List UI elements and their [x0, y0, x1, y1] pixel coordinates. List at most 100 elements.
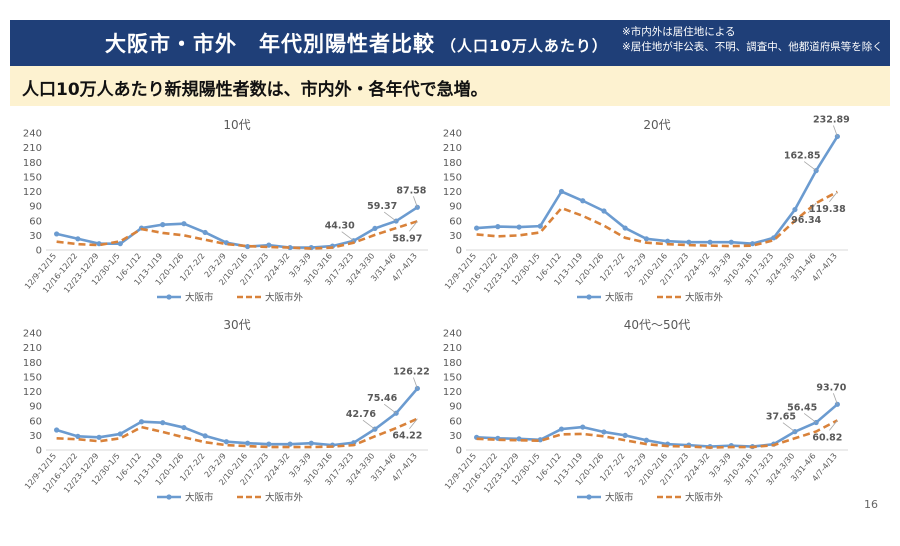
chart-title: 20代 [643, 118, 670, 132]
y-tick-label: 210 [443, 143, 462, 154]
data-label-leader [413, 196, 418, 208]
chart-title: 30代 [223, 318, 250, 332]
y-tick-label: 150 [443, 172, 462, 183]
y-tick-label: 0 [36, 246, 42, 257]
series-line-city [476, 135, 839, 245]
data-point-city [643, 437, 649, 443]
y-tick-label: 90 [29, 402, 42, 413]
y-tick-label: 180 [23, 358, 42, 369]
page-title-text: 大阪市・市外 年代別陽性者比較 [105, 32, 435, 56]
data-label: 75.46 [367, 393, 397, 404]
y-tick-label: 90 [449, 202, 462, 213]
chart-forties-fifties: 40代～50代 0 30 60 90 120 150 180 210 240 12/9-12/15 1… [440, 315, 870, 515]
y-tick-label: 120 [23, 387, 42, 398]
series-line-outside [476, 190, 838, 248]
legend-label-city: 大阪市 [605, 292, 634, 304]
data-label-leader [362, 419, 376, 430]
data-label: 44.30 [325, 221, 355, 232]
data-point-city [643, 236, 649, 242]
y-tick-label: 60 [449, 416, 462, 427]
data-point-city [245, 243, 251, 250]
data-point-city [372, 225, 378, 232]
y-tick-label: 0 [456, 246, 462, 257]
data-point-city [665, 238, 671, 244]
chart-teens: 10代 0 30 60 90 120 150 180 210 240 12/9-12/15 12/16… [20, 115, 450, 315]
y-tick-label: 150 [23, 172, 42, 183]
y-tick-label: 90 [449, 402, 462, 413]
y-tick-label: 120 [443, 187, 462, 198]
data-label: 58.97 [392, 233, 422, 244]
data-label: 126.22 [393, 366, 430, 377]
data-point-city [54, 427, 60, 433]
legend-marker-city [166, 494, 172, 500]
y-tick-label: 30 [449, 431, 462, 442]
data-label: 96.34 [791, 215, 821, 226]
data-point-city [75, 433, 81, 439]
data-label: 64.22 [392, 431, 422, 442]
data-point-city [160, 222, 166, 228]
data-point-city [266, 242, 272, 248]
chart-svg: 20代030609012015018021024012/9-12/1512/16… [443, 115, 850, 304]
data-point-city [223, 439, 229, 445]
data-label: 60.82 [812, 432, 842, 443]
y-tick-label: 240 [443, 129, 462, 140]
data-label-leader [383, 211, 397, 222]
note-line: ※市内外は居住地による [622, 26, 736, 38]
headline-box: 人口10万人あたり新規陽性者数は、市内外・各年代で急増。 [10, 66, 890, 106]
data-point-city [495, 224, 501, 230]
header-banner: 大阪市・市外 年代別陽性者比較 （人口10万人あたり） ※市内外は居住地による ※… [10, 20, 890, 66]
y-tick-label: 60 [449, 216, 462, 227]
data-point-city [516, 224, 522, 230]
data-point-city [75, 236, 81, 242]
data-point-city [537, 437, 543, 443]
data-point-city [117, 431, 123, 437]
data-label: 93.70 [816, 382, 846, 393]
data-label: 119.38 [809, 204, 846, 215]
data-label: 42.76 [346, 409, 376, 420]
data-point-city [474, 225, 480, 231]
series-line-outside [56, 220, 418, 250]
data-point-city [601, 429, 607, 435]
y-tick-label: 0 [456, 446, 462, 457]
series-line-outside [476, 419, 838, 449]
y-tick-label: 120 [443, 387, 462, 398]
y-tick-label: 240 [443, 329, 462, 340]
page-number: 16 [864, 498, 878, 511]
data-point-city [622, 225, 628, 231]
y-tick-label: 60 [29, 416, 42, 427]
legend-marker-city [166, 294, 172, 300]
page-subtitle: （人口10万人あたり） [441, 37, 608, 55]
chart-title: 10代 [223, 118, 250, 132]
y-tick-label: 240 [23, 329, 42, 340]
y-tick-label: 180 [443, 158, 462, 169]
y-tick-label: 180 [443, 358, 462, 369]
data-point-city [266, 441, 272, 447]
legend-label-city: 大阪市 [605, 492, 634, 504]
data-point-city [834, 133, 840, 140]
data-point-city [181, 424, 187, 431]
data-point-city [580, 198, 586, 204]
y-tick-label: 60 [29, 216, 42, 227]
y-tick-label: 240 [23, 129, 42, 140]
data-label-leader [833, 125, 838, 137]
data-point-city [138, 419, 145, 425]
data-point-city [728, 239, 734, 245]
data-point-city [686, 239, 692, 245]
legend-label-outside: 大阪市外 [685, 492, 724, 504]
data-point-city [202, 433, 208, 439]
series-line-city [56, 387, 419, 447]
note-line: ※居住地が非公表、不明、調査中、他都道府県等を除く [622, 41, 883, 53]
data-point-city [537, 223, 543, 229]
data-point-city [516, 436, 522, 442]
data-label-leader [807, 202, 817, 214]
legend-label-outside: 大阪市外 [265, 492, 304, 504]
legend-label-outside: 大阪市外 [685, 292, 724, 304]
data-label: 162.85 [784, 151, 821, 162]
y-tick-label: 210 [23, 343, 42, 354]
data-point-city [117, 241, 123, 247]
legend-label-city: 大阪市 [185, 292, 214, 304]
y-tick-label: 180 [23, 158, 42, 169]
data-label-leader [833, 393, 838, 405]
data-label-leader [341, 231, 354, 242]
data-point-city [771, 235, 777, 241]
